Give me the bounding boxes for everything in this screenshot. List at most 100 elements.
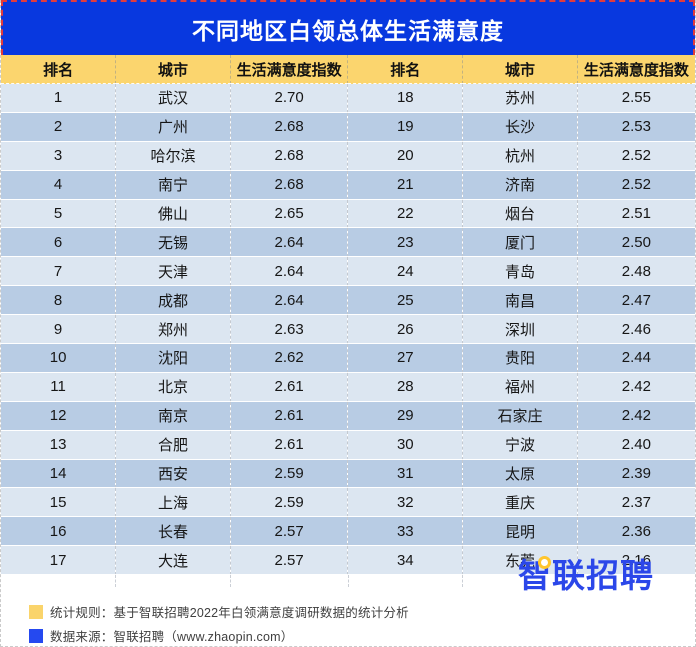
rank-cell: 5	[1, 199, 117, 229]
page-title: 不同地区白领总体生活满意度	[192, 17, 504, 44]
rank-cell: 2	[1, 112, 117, 142]
index-cell: 2.61	[230, 372, 349, 402]
city-cell: 石家庄	[462, 401, 578, 431]
city-cell: 天津	[115, 256, 231, 287]
rank-cell: 32	[347, 487, 464, 518]
rank-cell: 20	[347, 141, 464, 171]
legend-item-source: 数据来源：智联招聘（www.zhaopin.com）	[29, 626, 695, 645]
table-row: 10 沈阳 2.62 27 贵阳 2.44	[1, 343, 695, 373]
index-cell: 2.59	[230, 459, 349, 489]
index-cell: 2.42	[577, 372, 695, 402]
rank-cell: 33	[347, 516, 464, 547]
city-cell: 东莞	[462, 545, 578, 576]
city-cell: 长春	[115, 516, 231, 547]
table-row: 7 天津 2.64 24 青岛 2.48	[1, 256, 695, 287]
index-cell: 2.40	[577, 430, 695, 460]
table-row: 4 南宁 2.68 21 济南 2.52	[1, 170, 695, 200]
city-cell: 西安	[115, 459, 231, 489]
index-cell: 2.63	[230, 314, 349, 345]
table-row: 8 成都 2.64 25 南昌 2.47	[1, 285, 695, 316]
index-cell: 2.52	[577, 141, 695, 171]
index-cell: 2.68	[230, 170, 349, 200]
legend-item-rules: 统计规则：基于智联招聘2022年白领满意度调研数据的统计分析	[29, 602, 695, 621]
table-row: 5 佛山 2.65 22 烟台 2.51	[1, 199, 695, 229]
index-cell: 2.55	[577, 83, 695, 113]
rank-cell: 12	[1, 401, 117, 431]
city-cell: 广州	[115, 112, 231, 142]
rank-cell: 7	[1, 256, 117, 287]
city-cell: 杭州	[462, 141, 578, 171]
zhaopin-logo: 智联招聘	[518, 556, 654, 594]
index-cell: 2.70	[230, 83, 349, 113]
rank-cell: 1	[1, 83, 117, 113]
header-index-right: 生活满意度指数	[577, 55, 695, 84]
index-cell: 2.68	[230, 141, 349, 171]
city-cell: 青岛	[462, 256, 578, 287]
index-cell: 2.16	[577, 545, 695, 576]
rank-cell: 11	[1, 372, 117, 402]
city-cell: 合肥	[115, 430, 231, 460]
city-cell: 成都	[115, 285, 231, 316]
table-row: 3 哈尔滨 2.68 20 杭州 2.52	[1, 141, 695, 171]
index-cell: 2.44	[577, 343, 695, 373]
city-cell: 福州	[462, 372, 578, 402]
city-cell: 苏州	[462, 83, 578, 113]
satisfaction-table: 排名 城市 生活满意度指数 排名 城市 生活满意度指数 1 武汉 2.70 18 苏州 2…	[1, 55, 695, 576]
city-cell: 长沙	[462, 112, 578, 142]
city-cell: 郑州	[115, 314, 231, 345]
index-cell: 2.52	[577, 170, 695, 200]
index-cell: 2.39	[577, 459, 695, 489]
index-cell: 2.57	[230, 516, 349, 547]
yellow-swatch-icon	[29, 604, 43, 619]
index-cell: 2.64	[230, 285, 349, 316]
legend-label: 数据来源：智联招聘（www.zhaopin.com）	[50, 630, 294, 645]
table-row: 11 北京 2.61 28 福州 2.42	[1, 372, 695, 402]
index-cell: 2.36	[577, 516, 695, 547]
header-city-left: 城市	[115, 55, 231, 84]
index-cell: 2.62	[230, 343, 349, 373]
index-cell: 2.65	[230, 199, 349, 229]
rank-cell: 24	[347, 256, 464, 287]
legend: 统计规则：基于智联招聘2022年白领满意度调研数据的统计分析 数据来源：智联招聘…	[29, 602, 695, 645]
city-cell: 烟台	[462, 199, 578, 229]
rank-cell: 31	[347, 459, 464, 489]
rank-cell: 15	[1, 487, 117, 518]
city-cell: 哈尔滨	[115, 141, 231, 171]
index-cell: 2.57	[230, 545, 349, 576]
title-bar: 不同地区白领总体生活满意度	[1, 0, 695, 55]
city-cell: 无锡	[115, 227, 231, 258]
index-cell: 2.51	[577, 199, 695, 229]
rank-cell: 25	[347, 285, 464, 316]
table-header-row: 排名 城市 生活满意度指数 排名 城市 生活满意度指数	[1, 55, 695, 84]
rank-cell: 23	[347, 227, 464, 258]
satisfaction-table-body: 1 武汉 2.70 18 苏州 2.55 2 广州 2.68 19 长沙 2.53 3 哈尔滨 2.68 20…	[1, 83, 695, 576]
city-cell: 贵阳	[462, 343, 578, 373]
index-cell: 2.53	[577, 112, 695, 142]
city-cell: 昆明	[462, 516, 578, 547]
index-cell: 2.59	[230, 487, 349, 518]
city-cell: 佛山	[115, 199, 231, 229]
rank-cell: 3	[1, 141, 117, 171]
rank-cell: 30	[347, 430, 464, 460]
gridline-stub	[1, 575, 695, 588]
city-cell: 太原	[462, 459, 578, 489]
table-row: 17 大连 2.57 34 东莞 2.16	[1, 545, 695, 576]
header-rank-left: 排名	[1, 55, 117, 84]
rank-cell: 21	[347, 170, 464, 200]
rank-cell: 6	[1, 227, 117, 258]
rank-cell: 16	[1, 516, 117, 547]
rank-cell: 14	[1, 459, 117, 489]
index-cell: 2.50	[577, 227, 695, 258]
city-cell: 深圳	[462, 314, 578, 345]
rank-cell: 22	[347, 199, 464, 229]
city-cell: 大连	[115, 545, 231, 576]
header-index-left: 生活满意度指数	[230, 55, 349, 84]
rank-cell: 10	[1, 343, 117, 373]
rank-cell: 13	[1, 430, 117, 460]
city-cell: 济南	[462, 170, 578, 200]
rank-cell: 27	[347, 343, 464, 373]
table-row: 2 广州 2.68 19 长沙 2.53	[1, 112, 695, 142]
index-cell: 2.37	[577, 487, 695, 518]
table-row: 6 无锡 2.64 23 厦门 2.50	[1, 227, 695, 258]
